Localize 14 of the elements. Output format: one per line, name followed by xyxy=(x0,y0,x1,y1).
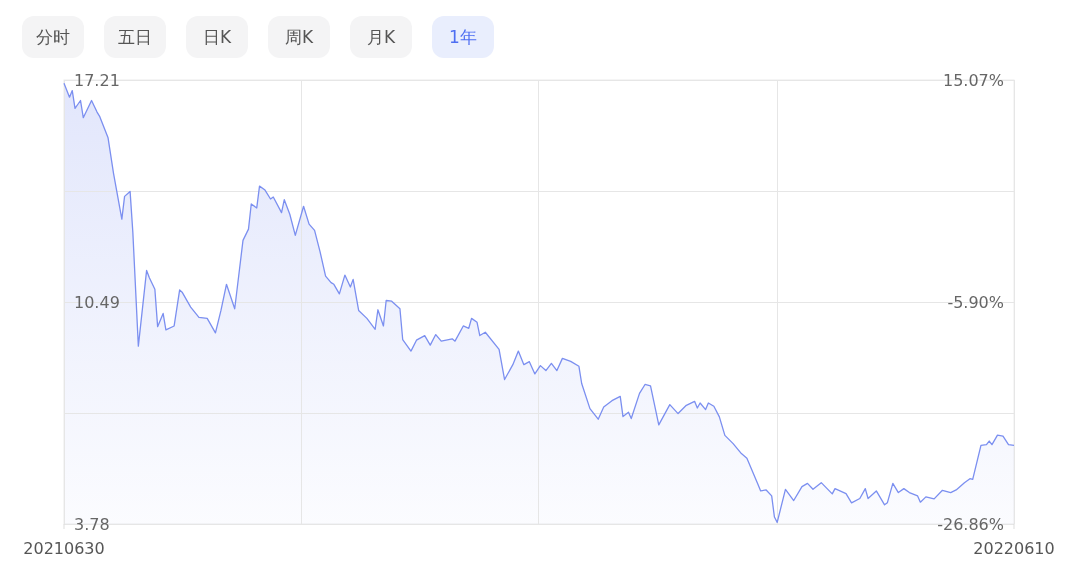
y-tick-label: 10.49 xyxy=(74,293,120,313)
button: 日K xyxy=(186,16,248,58)
y2-tick-label: 15.07% xyxy=(942,71,1004,90)
button: 五日 xyxy=(104,16,166,58)
x-tick-label: 20220610 xyxy=(973,539,1055,558)
y2-tick-label: -5.90% xyxy=(947,293,1004,313)
y-tick-label: 17.21 xyxy=(74,71,120,90)
y-tick-label: 3.78 xyxy=(74,515,110,534)
button: 1年 xyxy=(432,16,494,58)
x-tick-label: 20210630 xyxy=(23,539,105,558)
y2-tick-label: -26.86% xyxy=(937,515,1004,534)
button: 月K xyxy=(350,16,412,58)
button: 分时 xyxy=(22,16,84,58)
button: 周K xyxy=(268,16,330,58)
